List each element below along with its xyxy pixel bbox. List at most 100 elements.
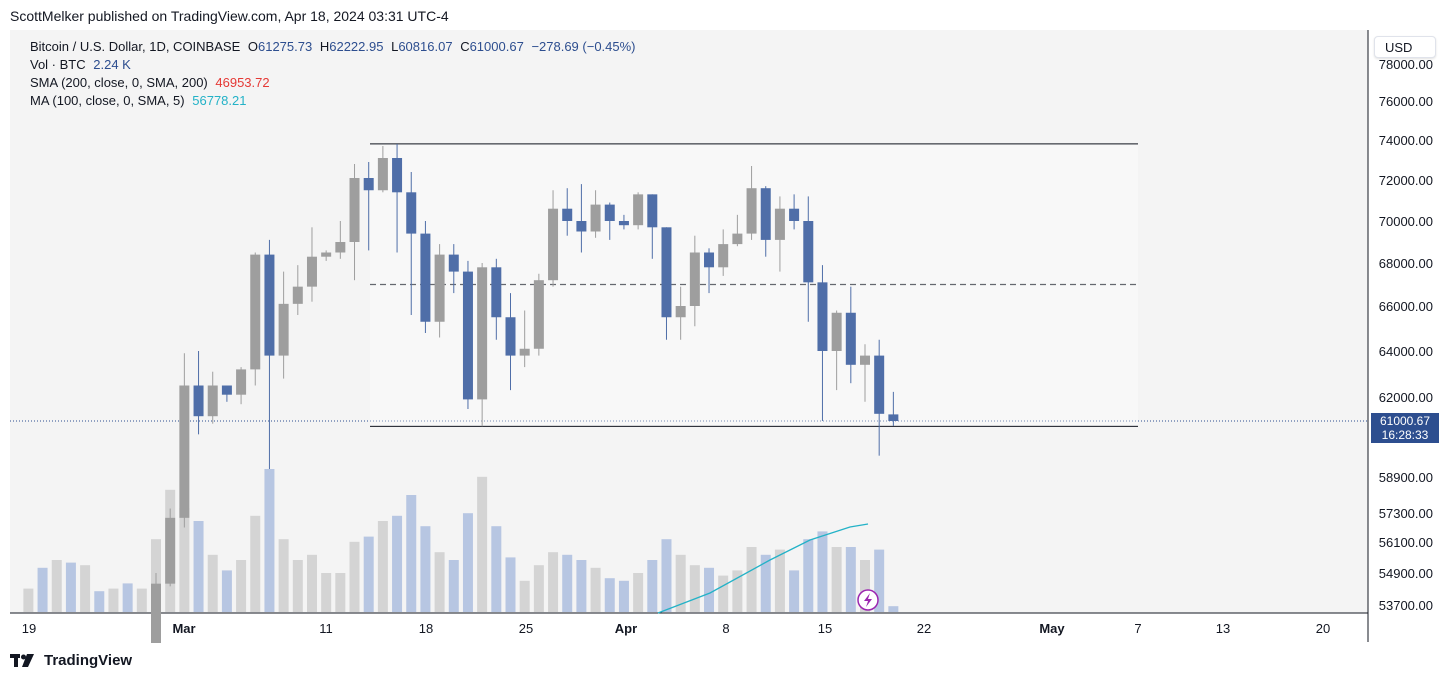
candle-body xyxy=(704,253,714,268)
volume-bar xyxy=(775,550,785,612)
time-tick-label: 13 xyxy=(1216,621,1230,636)
volume-value: 2.24 K xyxy=(93,57,131,72)
volume-bar xyxy=(222,570,232,612)
volume-bar xyxy=(66,563,76,612)
candle-body xyxy=(732,234,742,245)
volume-bar xyxy=(506,557,516,612)
volume-bar xyxy=(718,576,728,612)
candle-body xyxy=(350,178,360,242)
time-tick-label: 7 xyxy=(1134,621,1141,636)
volume-bar xyxy=(619,581,629,612)
candle-body xyxy=(860,356,870,365)
candle-body xyxy=(236,369,246,394)
volume-bar xyxy=(605,578,615,612)
candle-body xyxy=(888,414,898,421)
candle-body xyxy=(718,244,728,267)
volume-bar xyxy=(194,521,204,612)
price-tick-label: 57300.00 xyxy=(1379,506,1433,521)
candle-body xyxy=(633,194,643,225)
chart-frame[interactable]: 19 Mar 11 18 25 Apr 8 15 22 May 7 13 20 78000.00 7600… xyxy=(10,30,1444,643)
volume-bar xyxy=(888,606,898,612)
candle-body xyxy=(534,280,544,349)
price-tick-label: 74000.00 xyxy=(1379,133,1433,148)
volume-bar xyxy=(789,570,799,612)
volume-bar xyxy=(123,583,133,612)
volume-bar xyxy=(137,589,147,612)
price-tick-label: 66000.00 xyxy=(1379,299,1433,314)
time-tick-label: 25 xyxy=(519,621,533,636)
price-tick-label: 54900.00 xyxy=(1379,566,1433,581)
candle-body xyxy=(420,234,430,322)
time-tick-label: 8 xyxy=(722,621,729,636)
volume-legend: Vol · BTC 2.24 K xyxy=(30,57,135,72)
volume-bar xyxy=(690,565,700,612)
volume-bar xyxy=(591,568,601,612)
candle-body xyxy=(676,306,686,317)
sma-legend: SMA (200, close, 0, SMA, 200) 46953.72 xyxy=(30,75,274,90)
price-tick-label: 68000.00 xyxy=(1379,256,1433,271)
tradingview-logo-icon xyxy=(10,654,38,668)
low-value: 60816.07 xyxy=(398,39,452,54)
volume-bar xyxy=(747,547,757,612)
footer-brand[interactable]: TradingView xyxy=(10,652,132,669)
ma-label[interactable]: MA (100, close, 0, SMA, 5) xyxy=(30,93,185,108)
last-price-value: 61000.67 xyxy=(1371,414,1439,428)
volume-bar xyxy=(647,560,657,612)
volume-bar xyxy=(364,537,374,612)
volume-bar xyxy=(23,589,33,612)
candle-body xyxy=(491,267,501,317)
high-label: H xyxy=(320,39,329,54)
candle-body xyxy=(562,209,572,221)
currency-button[interactable]: USD xyxy=(1374,36,1436,58)
candle-body xyxy=(264,255,274,356)
volume-bar xyxy=(761,555,771,612)
volume-bar xyxy=(477,477,487,612)
volume-bar xyxy=(279,539,289,612)
candle-body xyxy=(392,158,402,192)
price-chart[interactable]: 19 Mar 11 18 25 Apr 8 15 22 May 7 13 20 78000.00 7600… xyxy=(10,30,1444,643)
sma-value: 46953.72 xyxy=(215,75,269,90)
volume-bar xyxy=(548,552,558,612)
volume-bar xyxy=(80,565,90,612)
time-tick-label: 15 xyxy=(818,621,832,636)
volume-bar xyxy=(832,547,842,612)
symbol-title[interactable]: Bitcoin / U.S. Dollar, 1D, COINBASE xyxy=(30,39,240,54)
volume-bar xyxy=(817,531,827,612)
candle-body xyxy=(222,386,232,395)
candle-body xyxy=(449,255,459,272)
volume-bar xyxy=(108,589,118,612)
volume-label[interactable]: Vol · BTC xyxy=(30,57,86,72)
volume-bar xyxy=(633,573,643,612)
candle-body xyxy=(548,209,558,281)
symbol-legend: Bitcoin / U.S. Dollar, 1D, COINBASE O612… xyxy=(30,39,640,54)
lightning-icon[interactable] xyxy=(858,590,878,610)
volume-bar xyxy=(562,555,572,612)
price-tick-label: 56100.00 xyxy=(1379,535,1433,550)
volume-bar xyxy=(52,560,62,612)
price-tick-label: 64000.00 xyxy=(1379,344,1433,359)
volume-bar xyxy=(420,526,430,612)
volume-bar xyxy=(534,565,544,612)
candle-body xyxy=(208,386,218,417)
sma-label[interactable]: SMA (200, close, 0, SMA, 200) xyxy=(30,75,208,90)
volume-bar xyxy=(378,521,388,612)
volume-bar xyxy=(264,469,274,612)
candle-body xyxy=(321,253,331,257)
candle-body xyxy=(775,209,785,240)
time-tick-label: 20 xyxy=(1316,621,1330,636)
candle-body xyxy=(817,282,827,351)
price-tick-label: 78000.00 xyxy=(1379,57,1433,72)
time-tick-label: 19 xyxy=(22,621,36,636)
volume-bar xyxy=(491,526,501,612)
volume-bar xyxy=(321,573,331,612)
price-tick-label: 62000.00 xyxy=(1379,390,1433,405)
change-value: −278.69 (−0.45%) xyxy=(531,39,635,54)
candle-body xyxy=(789,209,799,221)
price-tick-label: 72000.00 xyxy=(1379,173,1433,188)
footer-brand-label: TradingView xyxy=(44,652,132,669)
volume-bar xyxy=(335,573,345,612)
time-tick-label: May xyxy=(1039,621,1065,636)
volume-bar xyxy=(293,560,303,612)
candle-body xyxy=(463,272,473,400)
candle-body xyxy=(293,287,303,304)
